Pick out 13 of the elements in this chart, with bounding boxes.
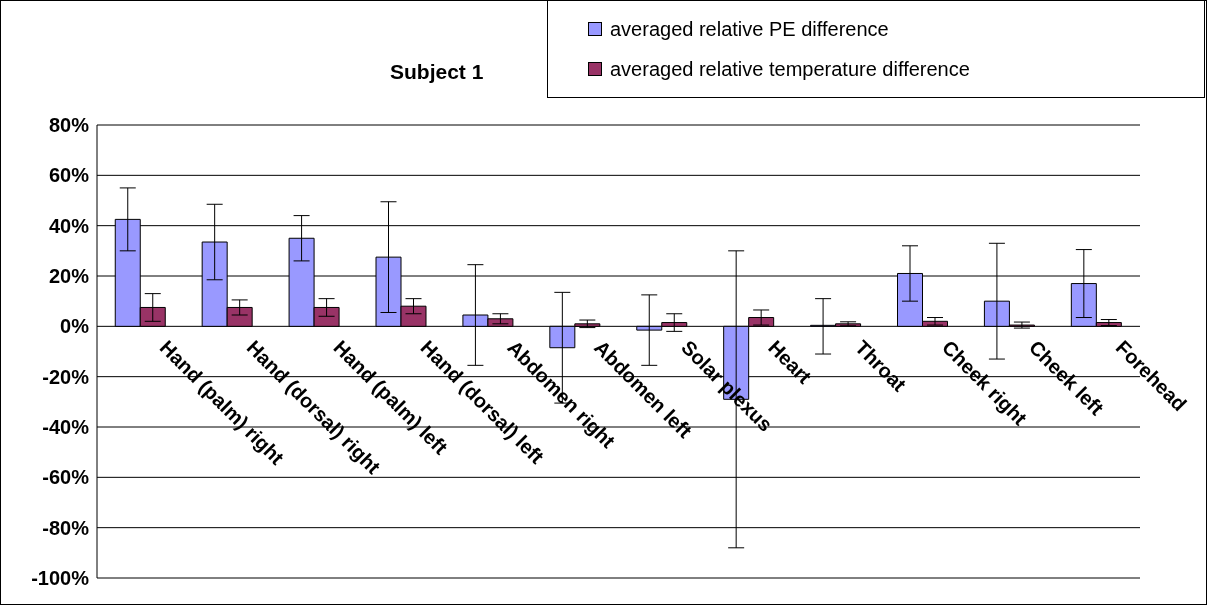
y-tick-label: -60% xyxy=(42,466,90,489)
chart-title: Subject 1 xyxy=(390,60,484,84)
y-tick-label: -20% xyxy=(42,365,90,388)
y-tick-label: 20% xyxy=(48,265,90,288)
y-tick-label: 60% xyxy=(48,164,90,187)
y-tick-label: -80% xyxy=(42,516,90,539)
y-tick-label: 40% xyxy=(48,214,90,237)
y-tick-label: -100% xyxy=(31,567,90,590)
y-tick-label: 80% xyxy=(48,114,90,137)
legend-label: averaged relative PE difference xyxy=(610,17,889,41)
legend-label: averaged relative temperature difference xyxy=(610,57,970,81)
y-tick-label: -40% xyxy=(42,416,90,439)
y-tick-label: 0% xyxy=(60,315,90,338)
